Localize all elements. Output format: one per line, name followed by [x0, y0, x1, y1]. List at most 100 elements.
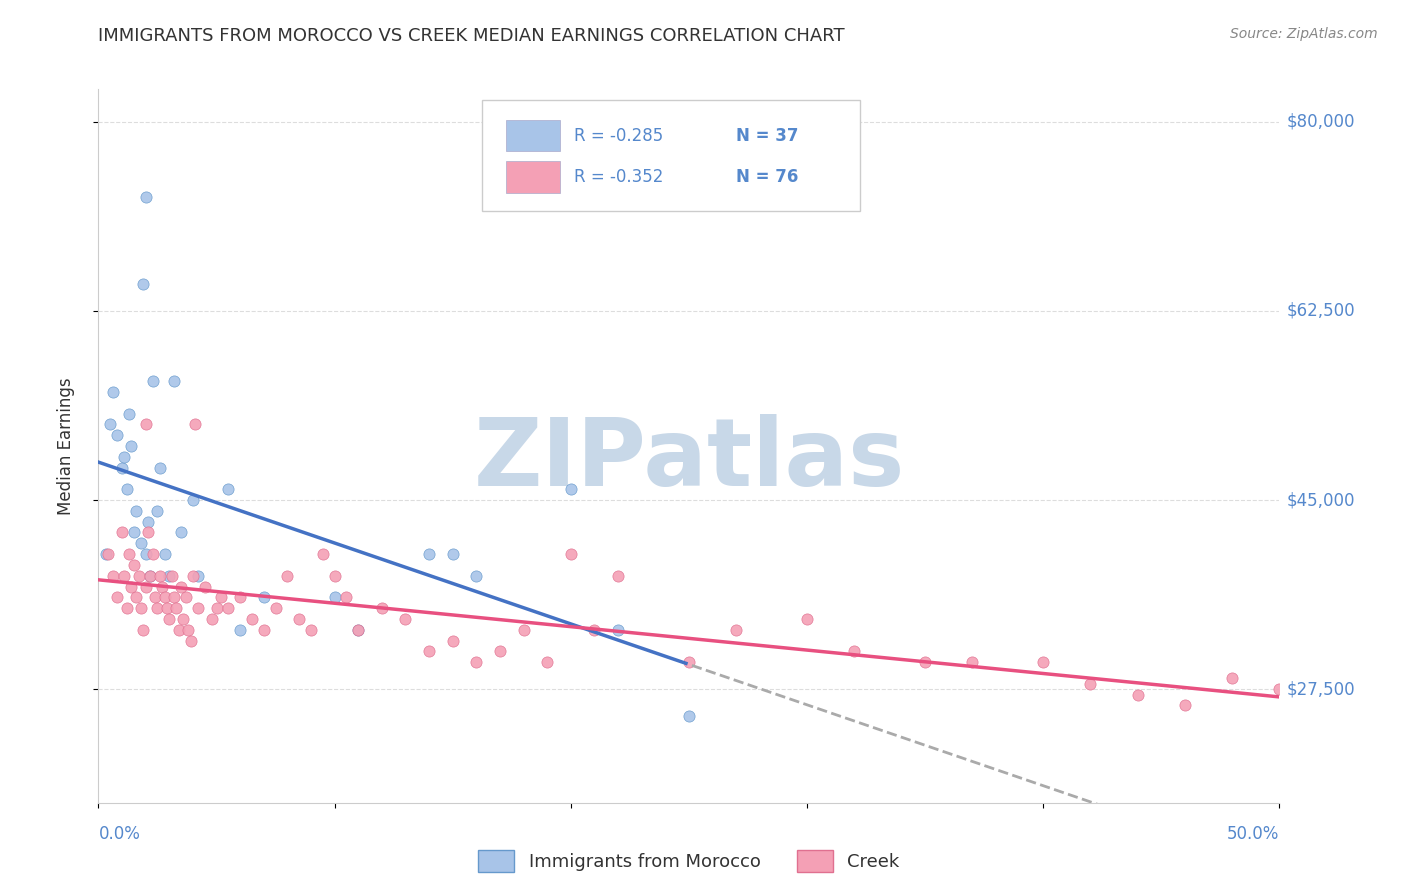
Point — [149, 568, 172, 582]
Point — [276, 568, 298, 582]
Point — [253, 623, 276, 637]
Point — [153, 591, 176, 605]
Point — [229, 623, 252, 637]
Point — [170, 525, 193, 540]
Point — [914, 655, 936, 669]
Point — [512, 623, 534, 637]
Point — [187, 568, 209, 582]
Point — [1032, 655, 1054, 669]
Point — [150, 580, 173, 594]
Point — [323, 591, 346, 605]
Point — [142, 374, 165, 388]
Text: N = 37: N = 37 — [737, 127, 799, 145]
Point — [157, 568, 180, 582]
Point — [163, 591, 186, 605]
Text: 0.0%: 0.0% — [98, 825, 141, 843]
Point — [844, 644, 866, 658]
Text: R = -0.285: R = -0.285 — [575, 127, 664, 145]
Point — [201, 612, 224, 626]
FancyBboxPatch shape — [506, 120, 560, 152]
FancyBboxPatch shape — [482, 100, 860, 211]
Point — [121, 580, 143, 594]
Point — [583, 623, 606, 637]
Point — [101, 568, 124, 582]
Point — [139, 568, 162, 582]
Point — [180, 633, 202, 648]
Point — [136, 515, 159, 529]
Point — [560, 482, 582, 496]
Point — [98, 417, 121, 432]
Point — [135, 547, 157, 561]
Point — [418, 644, 440, 658]
Point — [465, 568, 488, 582]
FancyBboxPatch shape — [506, 161, 560, 193]
Point — [122, 558, 145, 572]
Text: N = 76: N = 76 — [737, 168, 799, 186]
Point — [157, 612, 180, 626]
Point — [607, 568, 630, 582]
Point — [536, 655, 558, 669]
Legend: Immigrants from Morocco, Creek: Immigrants from Morocco, Creek — [471, 843, 907, 880]
Point — [163, 374, 186, 388]
Point — [725, 623, 748, 637]
Point — [394, 612, 416, 626]
Point — [146, 601, 169, 615]
Text: 50.0%: 50.0% — [1227, 825, 1279, 843]
Point — [143, 591, 166, 605]
Point — [264, 601, 287, 615]
Point — [441, 633, 464, 648]
Point — [105, 428, 128, 442]
Point — [441, 547, 464, 561]
Point — [418, 547, 440, 561]
Point — [678, 655, 700, 669]
Point — [121, 439, 143, 453]
Point — [135, 190, 157, 204]
Point — [129, 536, 152, 550]
Point — [187, 601, 209, 615]
Point — [1126, 688, 1149, 702]
Point — [299, 623, 322, 637]
Point — [135, 417, 157, 432]
Point — [181, 568, 204, 582]
Point — [170, 580, 193, 594]
Point — [101, 384, 124, 399]
Y-axis label: Median Earnings: Median Earnings — [56, 377, 75, 515]
Point — [94, 547, 117, 561]
Point — [796, 612, 818, 626]
Point — [1220, 672, 1243, 686]
Text: $62,500: $62,500 — [1286, 301, 1355, 320]
Point — [122, 525, 145, 540]
Point — [181, 493, 204, 508]
Text: IMMIGRANTS FROM MOROCCO VS CREEK MEDIAN EARNINGS CORRELATION CHART: IMMIGRANTS FROM MOROCCO VS CREEK MEDIAN … — [98, 27, 845, 45]
Point — [217, 601, 239, 615]
Text: $45,000: $45,000 — [1286, 491, 1355, 509]
Point — [146, 504, 169, 518]
Point — [1174, 698, 1197, 713]
Point — [489, 644, 512, 658]
Point — [156, 601, 179, 615]
Point — [205, 601, 228, 615]
Text: Source: ZipAtlas.com: Source: ZipAtlas.com — [1230, 27, 1378, 41]
Point — [125, 504, 148, 518]
Point — [607, 623, 630, 637]
Point — [118, 547, 141, 561]
Point — [153, 547, 176, 561]
Point — [253, 591, 276, 605]
Point — [371, 601, 394, 615]
Point — [129, 601, 152, 615]
Point — [347, 623, 370, 637]
Text: $80,000: $80,000 — [1286, 112, 1355, 130]
Point — [288, 612, 311, 626]
Point — [97, 547, 120, 561]
Point — [217, 482, 239, 496]
Point — [132, 277, 155, 291]
Point — [139, 568, 162, 582]
Point — [160, 568, 183, 582]
Point — [112, 450, 135, 464]
Point — [149, 460, 172, 475]
Point — [135, 580, 157, 594]
Point — [312, 547, 335, 561]
Point — [167, 623, 190, 637]
Point — [465, 655, 488, 669]
Point — [105, 591, 128, 605]
